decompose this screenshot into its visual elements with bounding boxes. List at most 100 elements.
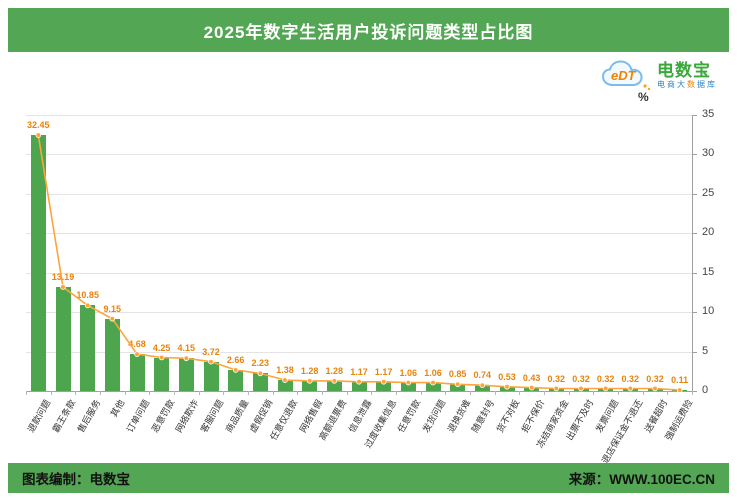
- line-marker: [380, 378, 387, 385]
- y-axis-label: 35: [702, 108, 715, 120]
- x-axis-tick: [149, 391, 151, 395]
- bar: [277, 380, 293, 391]
- x-axis-tick: [75, 391, 77, 395]
- bar: [351, 381, 367, 391]
- data-label: 0.43: [522, 372, 541, 383]
- data-label: 1.17: [374, 366, 393, 377]
- x-axis-tick: [322, 391, 323, 395]
- data-label: 4.68: [128, 339, 146, 350]
- x-axis-label: 其他: [109, 398, 127, 419]
- cloud-logo-text: eDT: [611, 68, 637, 83]
- data-label: 32.45: [27, 120, 50, 131]
- data-label: 10.85: [76, 290, 99, 301]
- gridline: [26, 312, 692, 314]
- data-label: 4.15: [177, 343, 196, 354]
- x-axis-tick: [174, 391, 175, 395]
- bar: [80, 305, 96, 391]
- data-label: 13.19: [51, 272, 75, 282]
- y-axis-tick: [692, 154, 697, 156]
- x-axis-tick: [272, 391, 274, 395]
- svg-text:eDT: eDT: [611, 68, 637, 83]
- bar: [154, 357, 170, 391]
- brand-name: 电数宝: [657, 60, 711, 80]
- x-axis-tick: [346, 391, 348, 395]
- data-label: 2.66: [226, 355, 245, 365]
- data-label: 1.06: [399, 367, 418, 378]
- bar: [474, 385, 490, 391]
- x-axis-tick: [494, 391, 496, 395]
- data-label: 0.85: [448, 369, 467, 380]
- line-series: [35, 132, 683, 393]
- y-axis: 0 5 10 15 20 25 30 35: [700, 108, 732, 396]
- data-label: 0.32: [621, 373, 640, 384]
- x-axis-tick: [642, 391, 644, 395]
- footer-bar: 图表编制：电数宝 来源：WWW.100EC.CN: [8, 463, 729, 493]
- bar: [30, 135, 46, 391]
- data-label: 1.17: [350, 366, 368, 377]
- line-marker: [183, 355, 190, 362]
- x-axis-tick: [26, 391, 27, 395]
- x-axis-tick: [223, 391, 225, 395]
- footer-source: 来源：WWW.100EC.CN: [568, 472, 715, 487]
- line-marker: [331, 378, 338, 384]
- y-axis-label: 5: [702, 344, 709, 357]
- x-axis-tick: [100, 391, 101, 395]
- line-marker: [602, 385, 609, 392]
- x-axis-tick: [124, 391, 126, 395]
- gridline: [26, 351, 692, 353]
- y-axis-tick: [692, 351, 697, 353]
- gridline: [26, 272, 692, 274]
- y-axis-label: 25: [702, 186, 715, 199]
- bar: [400, 382, 416, 391]
- line-marker: [158, 354, 165, 361]
- y-axis-label: 30: [702, 147, 715, 160]
- y-axis-tick: [692, 272, 697, 274]
- line-marker: [109, 316, 116, 322]
- chart-title-bar: 2025年数字生活用户投诉问题类型占比图: [8, 8, 729, 52]
- bar: [302, 380, 318, 391]
- line-path: [37, 134, 680, 391]
- brand-logo: eDT 电数宝 电商大数据库: [600, 58, 717, 94]
- data-label: 0.11: [671, 375, 689, 386]
- line-marker: [528, 384, 535, 391]
- x-axis-tick: [396, 391, 397, 395]
- line-marker: [676, 387, 683, 393]
- cloud-logo-icon: eDT: [601, 60, 651, 91]
- x-axis-tick: [445, 391, 447, 395]
- data-label: 9.15: [103, 303, 122, 314]
- y-axis-tick: [692, 391, 697, 392]
- y-axis-label: 0: [702, 384, 709, 396]
- x-axis-tick: [544, 391, 545, 395]
- bar: [178, 358, 194, 391]
- line-marker: [84, 302, 91, 309]
- y-axis-unit-label: %: [638, 90, 649, 104]
- plot-area: 32.45 13.19 10.85 9.15 4.68 4.25 4.15 3.72 2.66 2…: [26, 115, 697, 395]
- y-axis-tick: [692, 115, 697, 116]
- y-axis-tick: [692, 193, 697, 195]
- bar: [228, 370, 244, 391]
- gridline: [26, 391, 692, 392]
- x-axis-tick: [297, 391, 299, 395]
- data-label: 0.74: [473, 370, 492, 381]
- line-marker: [134, 351, 140, 357]
- gridline: [26, 115, 692, 116]
- footer-credit: 图表编制：电数宝: [22, 472, 130, 487]
- line-marker: [627, 385, 634, 392]
- x-axis-tick: [667, 391, 669, 395]
- bar: [129, 354, 145, 391]
- x-axis-tick: [50, 391, 52, 395]
- data-label: 4.25: [152, 342, 171, 353]
- y-axis-label: 15: [702, 265, 715, 278]
- x-axis-tick: [519, 391, 521, 395]
- line-marker: [479, 382, 486, 389]
- line-marker: [60, 284, 66, 290]
- x-axis-tick: [568, 391, 570, 395]
- y-axis-label: 20: [702, 226, 715, 239]
- line-marker: [356, 378, 362, 385]
- y-axis-tick: [692, 312, 697, 314]
- bar: [450, 384, 466, 391]
- line-marker: [504, 383, 510, 390]
- x-axis-tick: [371, 391, 373, 395]
- x-axis-tick: [618, 391, 619, 395]
- x-axis-tick: [248, 391, 249, 395]
